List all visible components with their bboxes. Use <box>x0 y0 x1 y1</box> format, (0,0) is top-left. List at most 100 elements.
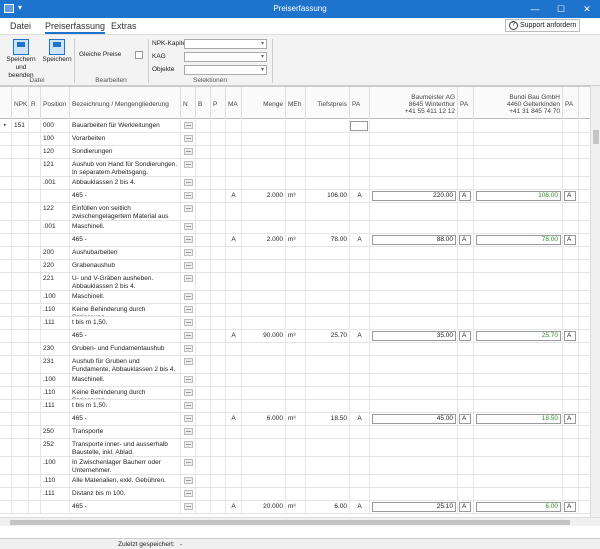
cell-tiefst[interactable] <box>306 457 350 474</box>
cell-pa1[interactable] <box>458 400 474 412</box>
cell-tiefst[interactable] <box>306 304 350 316</box>
cell-c2[interactable] <box>474 260 563 272</box>
col-company-2-pa[interactable]: PA <box>563 87 579 119</box>
col-pa[interactable]: PA <box>350 87 370 119</box>
table-row[interactable]: .001 Abbauklassen 2 bis 4. <box>0 177 590 190</box>
note-button[interactable] <box>184 503 193 510</box>
table-row[interactable]: 465 - A 20.000 m³ 6.00 A 25.10 A 6.00 A <box>0 501 590 514</box>
close-button[interactable]: ✕ <box>583 4 591 14</box>
cell-c1[interactable]: 220.00 <box>370 190 458 202</box>
table-row[interactable]: .100 Maschinell. <box>0 291 590 304</box>
table-row[interactable]: .111 t bis m 1,50. <box>0 317 590 330</box>
cell-tiefst[interactable] <box>306 317 350 329</box>
table-row[interactable]: .001 Maschinell. <box>0 221 590 234</box>
cell-pa2[interactable] <box>563 221 579 233</box>
note-button[interactable] <box>184 262 193 269</box>
table-row[interactable]: 230 Gruben- und Fundamentaushub <box>0 343 590 356</box>
cell-c1[interactable] <box>370 400 458 412</box>
cell-c2[interactable] <box>474 317 563 329</box>
cell-pa1[interactable] <box>458 457 474 474</box>
table-row[interactable]: 250 Transporte <box>0 426 590 439</box>
table-row[interactable]: .111 Distanz bis m 100. <box>0 488 590 501</box>
cell-tiefst[interactable] <box>306 159 350 176</box>
note-button[interactable] <box>184 332 193 339</box>
row-selector[interactable] <box>0 146 12 158</box>
cell-tiefst[interactable] <box>306 488 350 500</box>
cell-pa1[interactable]: A <box>458 501 474 513</box>
note-button[interactable] <box>184 275 193 282</box>
row-selector[interactable] <box>0 488 12 500</box>
cell-tiefst[interactable] <box>306 426 350 438</box>
tab-preiserfassung[interactable]: Preiserfassung <box>45 21 106 34</box>
table-row[interactable]: 465 - A 2.000 m³ 106.00 A 220.00 A 106.00 A <box>0 190 590 203</box>
cell-c2[interactable]: 6.00 <box>474 501 563 513</box>
col-meh[interactable]: MEh <box>286 87 306 119</box>
cell-c2[interactable] <box>474 439 563 456</box>
cell-c1[interactable] <box>370 343 458 355</box>
cell-pa2[interactable]: A <box>563 234 579 246</box>
npk-kapitel-select[interactable]: ▾ <box>184 39 267 49</box>
cell-c2[interactable] <box>474 273 563 290</box>
col-menge[interactable]: Menge <box>242 87 286 119</box>
cell-c2[interactable] <box>474 387 563 399</box>
cell-c1[interactable] <box>370 317 458 329</box>
cell-tiefst[interactable]: 106.00 <box>306 190 350 202</box>
row-selector[interactable] <box>0 177 12 189</box>
note-button[interactable] <box>184 223 193 230</box>
cell-c1[interactable] <box>370 488 458 500</box>
row-selector[interactable] <box>0 159 12 176</box>
table-row[interactable]: 220 Grabenaushub <box>0 260 590 273</box>
save-and-close-button[interactable]: Speichern und beenden <box>3 39 39 80</box>
cell-pa2[interactable] <box>563 317 579 329</box>
cell-pa1[interactable] <box>458 291 474 303</box>
note-button[interactable] <box>184 192 193 199</box>
cell-pa2[interactable] <box>563 356 579 373</box>
cell-pa2[interactable] <box>563 203 579 220</box>
cell-c1[interactable] <box>370 475 458 487</box>
cell-c1[interactable] <box>370 273 458 290</box>
kag-select[interactable]: ▾ <box>184 52 267 62</box>
price-input-company-1[interactable]: 35.00 <box>372 331 456 341</box>
note-button[interactable] <box>184 459 193 466</box>
row-selector[interactable] <box>0 291 12 303</box>
cell-c1[interactable] <box>370 203 458 220</box>
cell-c2[interactable] <box>474 203 563 220</box>
cell-tiefst[interactable] <box>306 273 350 290</box>
cell-pa2[interactable]: A <box>563 413 579 425</box>
col-ma[interactable]: MA <box>226 87 242 119</box>
row-selector[interactable] <box>0 133 12 145</box>
cell-pa2[interactable]: A <box>563 190 579 202</box>
cell-pa2[interactable] <box>563 159 579 176</box>
row-selector[interactable]: ▸ <box>0 120 12 132</box>
cell-c2[interactable] <box>474 177 563 189</box>
row-selector[interactable] <box>0 426 12 438</box>
objekte-select[interactable]: ▾ <box>184 65 267 75</box>
pa-select-company-1[interactable]: A <box>459 414 471 424</box>
row-selector[interactable] <box>0 190 12 202</box>
cell-pa2[interactable] <box>563 260 579 272</box>
horizontal-scrollbar[interactable] <box>0 517 600 526</box>
note-button[interactable] <box>184 249 193 256</box>
note-button[interactable] <box>184 358 193 365</box>
cell-pa1[interactable] <box>458 177 474 189</box>
note-button[interactable] <box>184 306 193 313</box>
cell-pa1[interactable] <box>458 488 474 500</box>
cell-pa1[interactable]: A <box>458 190 474 202</box>
cell-c2[interactable] <box>474 343 563 355</box>
pa-select-company-1[interactable]: A <box>459 191 471 201</box>
table-row[interactable]: 122 Einfüllen von seitlich zwischengelage… <box>0 203 590 221</box>
note-button[interactable] <box>184 122 193 129</box>
cell-tiefst[interactable] <box>306 120 368 132</box>
cell-c1[interactable] <box>370 439 458 456</box>
pa-select-company-2[interactable]: A <box>564 414 576 424</box>
note-button[interactable] <box>184 293 193 300</box>
cell-c2[interactable] <box>474 374 563 386</box>
cell-tiefst[interactable] <box>306 475 350 487</box>
note-button[interactable] <box>184 179 193 186</box>
price-input-company-1[interactable]: 25.10 <box>372 502 456 512</box>
row-selector[interactable] <box>0 330 12 342</box>
cell-c1[interactable] <box>370 260 458 272</box>
cell-pa2[interactable] <box>563 400 579 412</box>
cell-pa2[interactable]: A <box>563 501 579 513</box>
